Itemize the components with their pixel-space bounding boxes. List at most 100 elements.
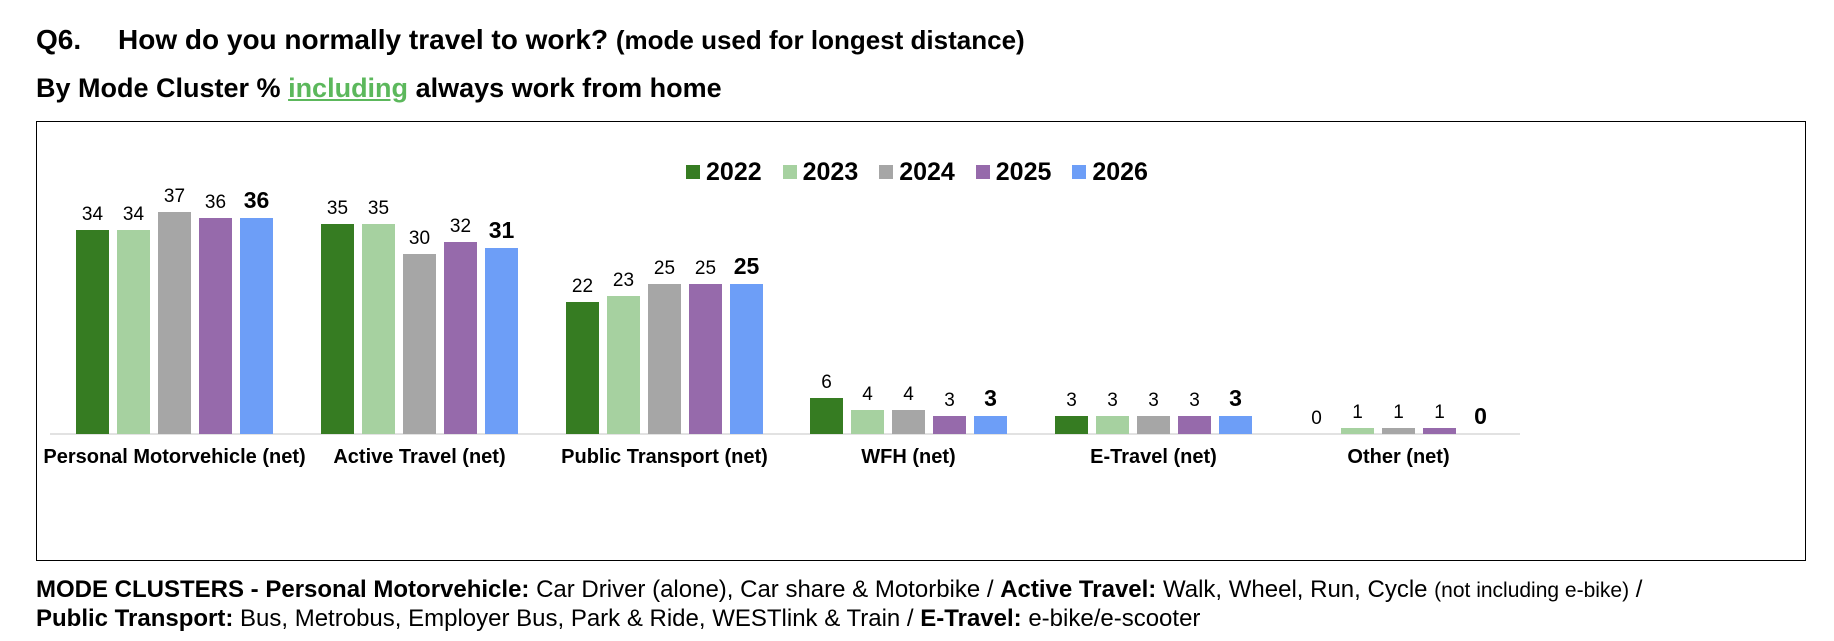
legend-item-2022: 2022	[686, 158, 762, 187]
data-label-2023-6: 1	[1352, 402, 1363, 423]
legend-item-2023: 2023	[782, 157, 859, 187]
data-label-2025-4: 3	[944, 390, 955, 411]
data-label-2024-6: 1	[1393, 402, 1404, 423]
data-label-2023-3: 23	[613, 270, 634, 291]
bar-2026-2	[485, 248, 518, 434]
bar-2026-3	[730, 284, 763, 434]
data-label-2023-4: 4	[862, 384, 873, 405]
category-label-1: Personal Motorvehicle (net)	[43, 446, 305, 468]
legend-label-2023: 2023	[802, 157, 859, 186]
footnote-et-label: E-Travel:	[920, 605, 1022, 632]
legend-swatch-2022	[686, 165, 701, 179]
data-label-2024-3: 25	[654, 258, 675, 279]
bar-2022-2	[321, 224, 354, 434]
question-number: Q6.	[36, 24, 82, 55]
bar-2024-2	[403, 254, 436, 434]
category-label-2: Active Travel (net)	[333, 446, 505, 468]
data-label-2026-4: 3	[984, 385, 997, 411]
data-label-2025-1: 36	[205, 192, 226, 213]
category-label-4: WFH (net)	[861, 446, 955, 468]
data-label-2022-6: 0	[1311, 408, 1322, 429]
data-label-2022-5: 3	[1066, 390, 1077, 411]
footnote-pm-text: Car Driver (alone), Car share & Motorbik…	[529, 576, 1001, 603]
bar-2025-4	[933, 416, 966, 434]
data-label-2022-4: 6	[821, 372, 832, 393]
bar-2025-6	[1423, 428, 1456, 434]
data-label-2022-2: 35	[327, 198, 348, 219]
bar-2026-1	[240, 218, 273, 434]
footnote-pt-text: Bus, Metrobus, Employer Bus, Park & Ride…	[233, 605, 921, 632]
legend-label-2025: 2025	[995, 157, 1052, 186]
chart-subtitle: By Mode Cluster % including always work …	[36, 73, 722, 104]
data-label-2026-6: 0	[1474, 403, 1487, 429]
footnote-at-text: Walk, Wheel, Run, Cycle	[1156, 576, 1435, 603]
bar-2022-1	[76, 230, 109, 434]
category-label-6: Other (net)	[1347, 446, 1449, 468]
question-text: How do you normally travel to work?	[118, 24, 609, 55]
subtitle-highlight: including	[288, 73, 409, 103]
footnote-line1-tail: /	[1629, 576, 1643, 603]
legend-item-2025: 2025	[975, 157, 1052, 187]
footnote-at-label: Active Travel:	[1000, 576, 1157, 603]
bar-2024-3	[648, 284, 681, 434]
question-subtext: (mode used for longest distance)	[615, 25, 1025, 55]
bar-2022-4	[810, 398, 843, 434]
legend-item-2026: 2026	[1072, 158, 1148, 187]
data-label-2026-2: 31	[489, 217, 515, 243]
data-label-2023-5: 3	[1107, 390, 1118, 411]
category-label-5: E-Travel (net)	[1090, 446, 1217, 468]
bar-2022-3	[566, 302, 599, 434]
data-label-2024-1: 37	[164, 186, 185, 207]
footnote-line-2: Public Transport: Bus, Metrobus, Employe…	[36, 605, 1200, 633]
category-label-3: Public Transport (net)	[561, 446, 768, 468]
data-label-2024-4: 4	[903, 384, 914, 405]
bar-2023-6	[1341, 428, 1374, 434]
data-label-2024-2: 30	[409, 228, 430, 249]
legend-swatch-2023	[782, 165, 797, 179]
subtitle-pre: By Mode Cluster %	[36, 73, 281, 103]
footnote-lead: MODE CLUSTERS - Personal Motorvehicle:	[36, 576, 530, 603]
bar-2025-3	[689, 284, 722, 434]
footnote-line-1: MODE CLUSTERS - Personal Motorvehicle: C…	[36, 576, 1642, 604]
legend-label-2022: 2022	[706, 157, 762, 186]
data-label-2025-6: 1	[1434, 402, 1445, 423]
bar-2025-2	[444, 242, 477, 434]
data-label-2022-1: 34	[82, 204, 104, 225]
bar-2025-5	[1178, 416, 1211, 434]
bar-2024-5	[1137, 416, 1170, 434]
footnote-et-text: e-bike/e-scooter	[1021, 605, 1201, 632]
bar-2023-5	[1096, 416, 1129, 434]
footnote-pt-label: Public Transport:	[36, 605, 234, 632]
chart-title: Q6. How do you normally travel to work? (…	[36, 24, 1025, 56]
bar-2022-5	[1055, 416, 1088, 434]
data-label-2023-2: 35	[368, 198, 389, 219]
bar-2026-4	[974, 416, 1007, 434]
data-label-2022-3: 22	[572, 276, 593, 297]
data-label-2026-3: 25	[734, 253, 760, 279]
legend-swatch-2025	[975, 165, 990, 179]
bar-2025-1	[199, 218, 232, 434]
data-label-2024-5: 3	[1148, 390, 1159, 411]
bar-2023-1	[117, 230, 150, 434]
footnote-at-note: (not including e-bike)	[1434, 579, 1630, 602]
bar-2023-2	[362, 224, 395, 434]
bar-2024-6	[1382, 428, 1415, 434]
data-label-2026-1: 36	[244, 187, 270, 213]
data-label-2025-5: 3	[1189, 390, 1200, 411]
bar-2024-1	[158, 212, 191, 434]
data-label-2025-3: 25	[695, 258, 716, 279]
bar-2023-4	[851, 410, 884, 434]
legend-label-2024: 2024	[899, 157, 955, 186]
bar-2026-5	[1219, 416, 1252, 434]
data-label-2026-5: 3	[1229, 385, 1242, 411]
legend-label-2026: 2026	[1092, 157, 1148, 186]
chart-frame	[36, 121, 1806, 561]
legend-swatch-2026	[1072, 165, 1087, 179]
data-label-2023-1: 34	[123, 204, 145, 225]
bar-2024-4	[892, 410, 925, 434]
data-label-2025-2: 32	[450, 216, 471, 237]
legend-swatch-2024	[879, 165, 894, 179]
legend-item-2024: 2024	[879, 158, 955, 187]
bar-2023-3	[607, 296, 640, 434]
